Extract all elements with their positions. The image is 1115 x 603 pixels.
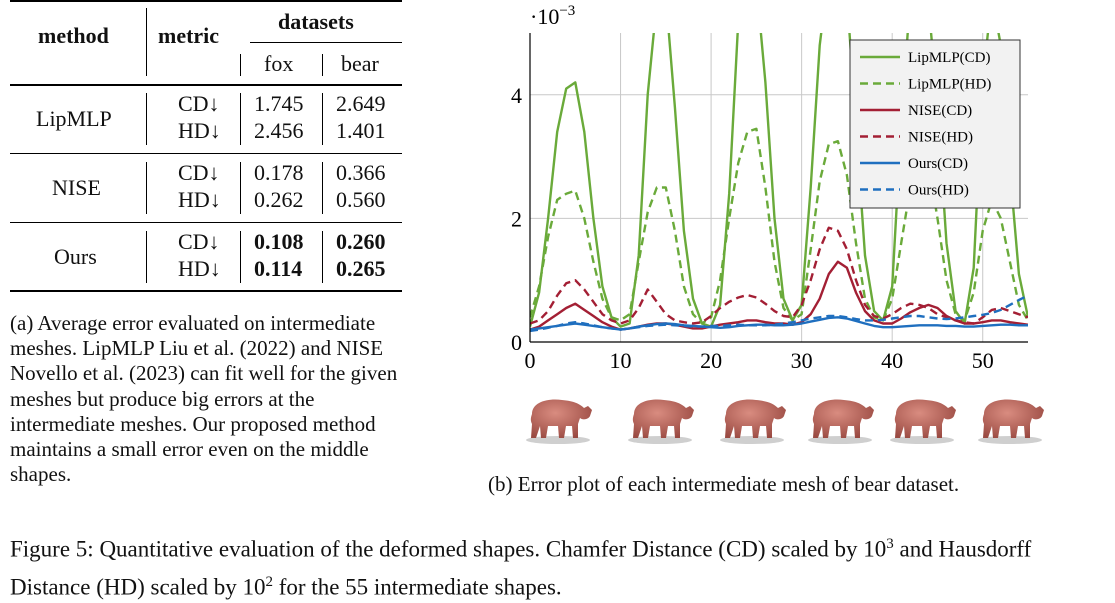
legend-entry: Ours(HD) (908, 183, 969, 199)
value-cell-best: 0.260 (336, 229, 386, 254)
series-line-lipmlp-hd (530, 127, 1028, 325)
x-tick-label: 10 (610, 348, 632, 373)
table-bottom-rule (10, 290, 402, 292)
metric-cd: CD↓ (178, 91, 220, 116)
bear-shape-5 (890, 399, 956, 444)
caption-b: (b) Error plot of each intermediate mesh… (488, 472, 960, 496)
x-tick-label: 0 (525, 348, 536, 373)
metric-hd: HD↓ (178, 256, 221, 281)
series-line-ours-hd (530, 294, 1028, 333)
legend-entry: LipMLP(HD) (908, 77, 991, 93)
header-metric: metric (158, 23, 220, 48)
y-tick-label: 4 (511, 83, 522, 108)
caption-a: (a) Average error evaluated on intermedi… (10, 311, 398, 487)
bear-shape-3 (720, 399, 786, 444)
series-line-nise-hd (530, 226, 1028, 325)
metric-cd: CD↓ (178, 229, 220, 254)
value-cell: 0.178 (254, 160, 304, 185)
value-cell-best: 0.265 (336, 256, 386, 281)
header-rule (10, 84, 402, 86)
metric-hd: HD↓ (178, 118, 221, 143)
legend: LipMLP(CD) LipMLP(HD) NISE(CD) NISE(HD) Ours… (849, 39, 1021, 209)
header-bear: bear (341, 51, 379, 76)
legend-entry: Ours(CD) (908, 156, 968, 172)
table-top-rule (262, 0, 392, 2)
x-tick-label: 50 (972, 348, 994, 373)
figure-caption: Figure 5: Quantitative evaluation of the… (10, 536, 1032, 600)
y-scale-label: ·10−3 (530, 3, 575, 29)
method-ours: Ours (54, 244, 97, 269)
legend-entry: NISE(HD) (908, 130, 973, 146)
value-cell: 1.401 (336, 118, 386, 143)
x-tick-label: 20 (700, 348, 722, 373)
header-fox: fox (264, 51, 294, 76)
bear-shape-2 (628, 399, 694, 444)
bear-shape-6 (978, 399, 1044, 444)
value-cell: 2.456 (254, 118, 304, 143)
group-rule (10, 153, 402, 154)
header-datasets: datasets (278, 9, 354, 34)
datasets-rule (250, 42, 402, 43)
metric-cd: CD↓ (178, 160, 220, 185)
value-cell-best: 0.108 (254, 229, 304, 254)
method-lipmlp: LipMLP (36, 106, 112, 131)
axes (529, 33, 1028, 343)
series-lines (530, 33, 1028, 333)
value-cell: 0.560 (336, 187, 386, 212)
value-cell: 1.745 (254, 91, 304, 116)
group-rule (10, 222, 402, 223)
legend-entry: LipMLP(CD) (908, 50, 991, 66)
header-method: method (38, 23, 109, 48)
x-tick-label: 30 (791, 348, 813, 373)
value-cell: 0.262 (254, 187, 304, 212)
bear-shape-4 (808, 399, 874, 444)
y-tick-label: 0 (511, 330, 522, 355)
metric-hd: HD↓ (178, 187, 221, 212)
bear-shape-1 (526, 399, 592, 444)
x-tick-label: 40 (881, 348, 903, 373)
legend-box (849, 39, 1021, 209)
method-nise: NISE (52, 175, 101, 200)
value-cell-best: 0.114 (254, 256, 303, 281)
error-line-chart: ·10−3 0 10 20 30 40 50 0 2 4 LipMLP(CD) LipMLP(HD… (511, 3, 1028, 373)
value-cell: 2.649 (336, 91, 386, 116)
value-cell: 0.366 (336, 160, 386, 185)
tick-labels: 0 10 20 30 40 50 0 2 4 (511, 83, 994, 373)
y-tick-label: 2 (511, 206, 522, 231)
legend-entry: NISE(CD) (908, 103, 972, 119)
